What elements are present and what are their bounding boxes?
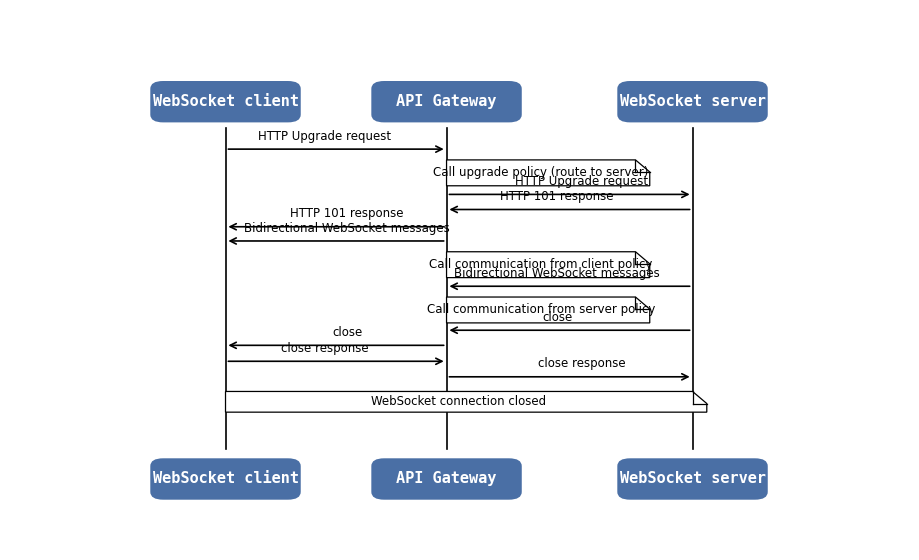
Text: Call communication from server policy: Call communication from server policy <box>426 304 654 316</box>
Text: close: close <box>332 326 362 339</box>
FancyBboxPatch shape <box>371 458 521 500</box>
Polygon shape <box>225 391 706 412</box>
Text: Bidirectional WebSocket messages: Bidirectional WebSocket messages <box>454 267 660 280</box>
Text: close: close <box>541 311 572 324</box>
Text: HTTP 101 response: HTTP 101 response <box>500 190 613 203</box>
Text: Call upgrade policy (route to server): Call upgrade policy (route to server) <box>433 166 648 179</box>
Text: close response: close response <box>538 357 625 370</box>
Text: API Gateway: API Gateway <box>396 94 496 109</box>
Polygon shape <box>446 160 649 186</box>
Text: WebSocket client: WebSocket client <box>153 472 298 487</box>
Text: close response: close response <box>281 342 369 355</box>
Text: HTTP Upgrade request: HTTP Upgrade request <box>515 175 648 188</box>
Text: API Gateway: API Gateway <box>396 472 496 487</box>
FancyBboxPatch shape <box>617 458 767 500</box>
Text: Bidirectional WebSocket messages: Bidirectional WebSocket messages <box>244 222 449 235</box>
FancyBboxPatch shape <box>371 81 521 123</box>
FancyBboxPatch shape <box>150 458 301 500</box>
Polygon shape <box>446 252 649 278</box>
Text: HTTP Upgrade request: HTTP Upgrade request <box>258 130 391 143</box>
FancyBboxPatch shape <box>617 81 767 123</box>
Polygon shape <box>446 297 649 323</box>
FancyBboxPatch shape <box>150 81 301 123</box>
Text: Call communication from client policy: Call communication from client policy <box>429 258 652 271</box>
Text: WebSocket server: WebSocket server <box>618 472 765 487</box>
Text: HTTP 101 response: HTTP 101 response <box>290 207 403 220</box>
Text: WebSocket server: WebSocket server <box>618 94 765 109</box>
Text: WebSocket client: WebSocket client <box>153 94 298 109</box>
Text: WebSocket connection closed: WebSocket connection closed <box>371 395 546 408</box>
